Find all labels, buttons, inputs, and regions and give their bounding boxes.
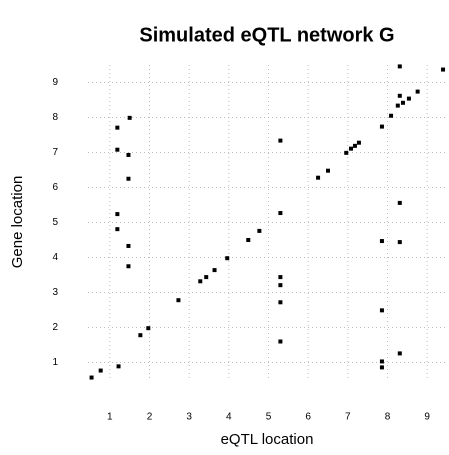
point [316,175,321,180]
point [246,238,251,242]
y-tick-label: 5 [52,217,58,228]
y-tick-label: 1 [52,357,58,368]
point [278,283,283,288]
point [400,100,405,105]
point [89,375,94,380]
x-tick-label: 9 [424,412,430,423]
point [278,300,283,305]
y-tick-label: 7 [52,147,58,158]
y-tick-label: 8 [52,112,58,123]
point [278,339,283,344]
x-tick-label: 5 [266,412,272,423]
point [441,67,446,72]
point [397,93,402,98]
point [257,228,262,233]
point [415,89,420,94]
point [349,146,354,151]
point [116,364,121,369]
point [379,308,384,313]
point [379,239,384,244]
point [395,103,400,108]
point [115,125,120,130]
point [397,64,402,69]
point [397,240,402,245]
x-axis-label: eQTL location [221,431,314,448]
point [379,359,384,364]
x-tick-label: 6 [305,412,311,423]
point [352,143,357,148]
point [379,124,384,129]
point [126,176,131,181]
point [115,227,120,232]
point [406,96,411,101]
point [325,168,330,173]
point [146,326,151,331]
y-tick-label: 3 [52,287,58,298]
point [198,279,203,284]
point [356,140,361,145]
point [225,256,230,261]
point [397,200,402,205]
point [212,268,217,273]
point [278,211,283,216]
chart-title: Simulated eQTL network G [139,24,394,46]
y-tick-label: 6 [52,182,58,193]
y-tick-label: 4 [52,252,58,263]
point [115,212,120,217]
point [278,138,283,143]
x-tick-label: 2 [147,412,153,423]
point [379,365,384,370]
point [126,243,131,248]
point [126,152,131,157]
point [115,147,120,152]
y-tick-label: 9 [52,77,58,88]
point [98,368,103,373]
point [138,333,143,338]
x-tick-label: 4 [226,412,232,423]
point [389,113,394,118]
x-tick-label: 7 [345,412,351,423]
y-axis-label: Gene location [9,176,26,269]
point [127,115,132,120]
point [176,298,181,303]
x-tick-label: 3 [186,412,192,423]
point [126,264,131,269]
x-tick-label: 8 [385,412,391,423]
point [204,275,209,280]
point [397,351,402,356]
y-tick-label: 2 [52,322,58,333]
point [278,275,283,280]
x-tick-label: 1 [107,412,113,423]
point [344,150,349,155]
